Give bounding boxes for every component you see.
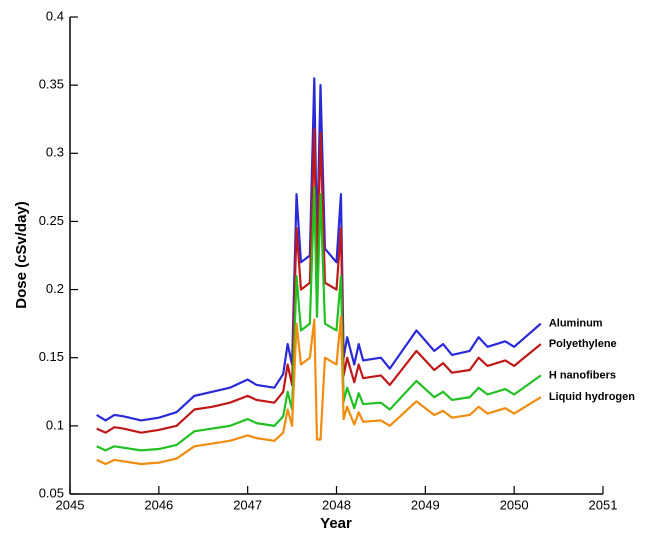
x-tick-label: 2046 [144, 497, 173, 512]
y-tick-label: 0.25 [39, 213, 64, 228]
y-tick-label: 0.3 [46, 145, 64, 160]
series-line [96, 127, 542, 434]
x-tick-label: 2048 [322, 497, 351, 512]
x-tick-label: 2050 [500, 497, 529, 512]
x-tick-label: 2045 [56, 497, 85, 512]
legend-label: H nanofibers [549, 369, 616, 381]
x-axis-title: Year [320, 515, 352, 532]
y-tick-label: 0.35 [39, 77, 64, 92]
legend-label: Polyethylene [549, 338, 617, 350]
x-tick-label: 2051 [589, 497, 618, 512]
y-tick-label: 0.2 [46, 281, 64, 296]
x-tick-label: 2047 [233, 497, 262, 512]
legend-label: Aluminum [549, 318, 603, 330]
y-tick-label: 0.1 [46, 417, 64, 432]
y-tick-label: 0.05 [39, 485, 64, 500]
series-line [96, 315, 542, 466]
legend-label: Liquid hydrogen [549, 391, 635, 403]
x-tick-label: 2049 [411, 497, 440, 512]
y-tick-label: 0.4 [46, 8, 64, 23]
y-tick-label: 0.15 [39, 349, 64, 364]
y-axis-title: Dose (cSv/day) [13, 201, 30, 309]
series-line [96, 186, 542, 452]
